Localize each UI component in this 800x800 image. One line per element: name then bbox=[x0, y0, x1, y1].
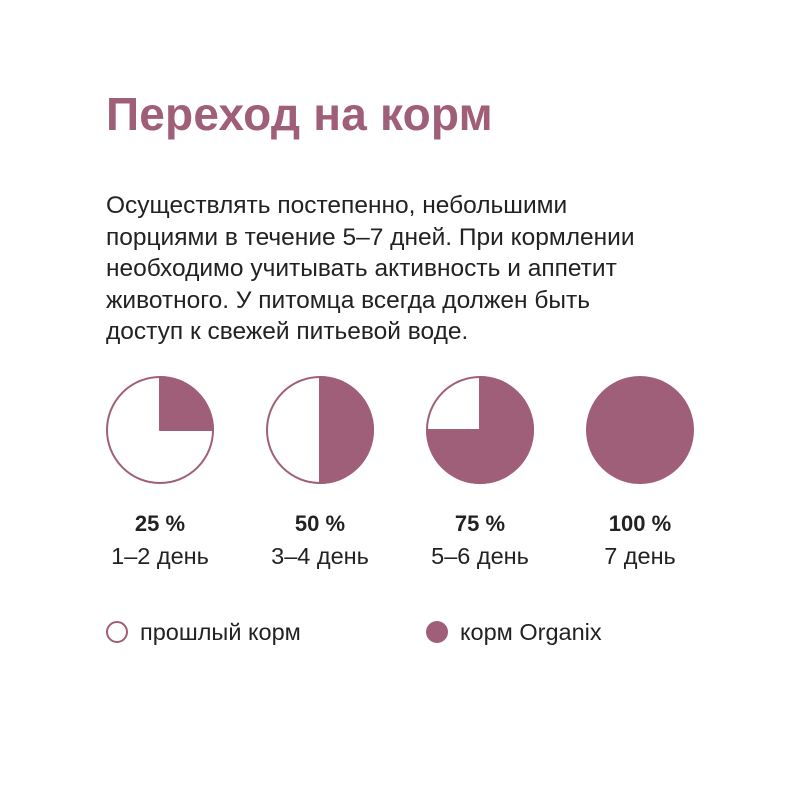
instruction-line: животного. У питомца всегда должен быть bbox=[106, 286, 590, 314]
old-food-swatch bbox=[106, 621, 128, 643]
instruction-line: Осуществлять постепенно, небольшими bbox=[106, 192, 568, 219]
percent-label: 75 % bbox=[454, 511, 506, 536]
day-label: 1–2 день bbox=[111, 543, 209, 569]
instruction-line: порциями в течение 5–7 дней. При кормлен… bbox=[106, 223, 635, 251]
pie-slice-new-food bbox=[426, 376, 534, 484]
legend-old-food: прошлый корм bbox=[106, 616, 301, 648]
pie-chart-4 bbox=[586, 376, 694, 484]
instruction-line: необходимо учитывать активность и аппети… bbox=[106, 255, 617, 282]
legend-label: корм Organix bbox=[460, 619, 602, 645]
pie-chart-3 bbox=[426, 376, 534, 484]
pie-slice-new-food bbox=[159, 376, 214, 431]
day-label: 3–4 день bbox=[271, 543, 369, 569]
feeding-instructions: Осуществлять постепенно, небольшими порц… bbox=[106, 190, 726, 348]
day-label: 7 день bbox=[604, 543, 676, 569]
pie-slice-old-food bbox=[426, 376, 534, 484]
pie-chart-1 bbox=[106, 376, 214, 484]
page-title: Переход на корм bbox=[106, 88, 493, 140]
day-label: 5–6 день bbox=[431, 543, 529, 569]
percent-label: 50 % bbox=[294, 511, 346, 536]
pie-chart-2 bbox=[266, 376, 374, 484]
legend-label: прошлый корм bbox=[140, 619, 301, 645]
pie-slice-new-food bbox=[319, 376, 374, 484]
percent-label: 25 % bbox=[134, 511, 186, 536]
pie-slice-new-food bbox=[586, 376, 694, 484]
instruction-line: доступ к свежей питьевой воде. bbox=[106, 318, 469, 345]
pie-slice-old-food bbox=[106, 376, 214, 484]
new-food-swatch bbox=[426, 621, 448, 643]
legend-new-food: корм Organix bbox=[426, 616, 602, 648]
percent-label: 100 % bbox=[608, 511, 672, 536]
pie-slice-old-food bbox=[266, 376, 374, 484]
